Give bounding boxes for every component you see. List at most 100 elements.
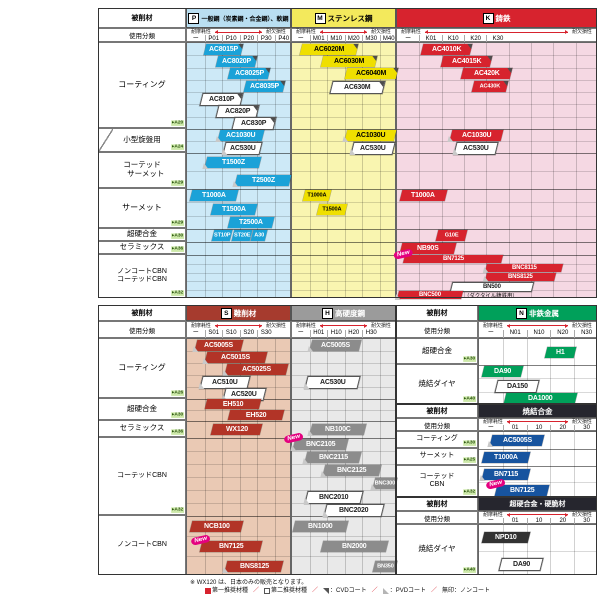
grid-hline [397,153,596,154]
grid-vline [379,43,380,297]
scale-arrow-icon [507,323,568,328]
material-panel: 被削材 使用分類 コーティング ▸A20 小型旋盤用 ▸A24 コーテッド サーメット ▸A2… [98,8,597,300]
grid-vline [550,339,551,403]
pvd-coat-mark-icon [303,498,311,504]
grade-WX120: WX120 [210,424,262,435]
row-category-ceramics: セラミックス ▸A36 [98,241,186,254]
grade-T1000A: T1000A [481,452,531,463]
grid-vline [239,339,240,574]
class-scale: ー 01 10 20 30 [479,517,596,525]
grade-AC6030M: AC6030M [320,55,378,67]
cvd-coat-mark-icon [371,55,378,61]
grade-AC1030U: AC1030U [214,129,264,142]
grid-subline [292,263,395,265]
class-scale: ー 01 10 20 30 [479,424,596,432]
iso-letter-icon: K [482,12,494,24]
cvd-coat-mark-icon [264,68,271,74]
grid-subline [397,171,596,172]
page-ref-badge: ▸A40 [463,396,476,402]
grid-vline [574,339,575,403]
pvd-coat-mark-icon [198,382,206,389]
class-scale: ー H01 H10 H20 H30 [292,329,395,339]
wear-fracture-scale: 耐摩耗性 耐欠損性 [296,29,391,35]
iso-letter-icon: S [220,307,232,319]
grade-AC430K: AC430K [471,80,508,92]
grid-vline [222,339,223,574]
grid-hline [292,129,395,130]
material-panel: 被削材 使用分類 超硬合金 ▸A30 焼結ダイヤ ▸A40 N 非鉄金属 耐摩耗性 耐欠損性ー N0… [396,305,597,404]
row-category-coating: コーティング ▸A30 [396,431,478,448]
grid-vline [574,525,575,574]
category-label: ノンコートCBN [117,540,167,548]
section-content: NPD10 DA90 [478,524,597,575]
section-header-n: N 非鉄金属 [478,305,597,321]
grade-BN7125: BN7125 New [392,248,503,264]
iso-letter-icon: H [322,307,333,319]
pvd-coat-mark-icon [214,135,223,142]
category-label: 小型旋盤用 [123,134,161,144]
pvd-coat-mark-icon [394,293,403,300]
cvd-coat-mark-icon [278,80,285,86]
usage-label: 使用分類 [396,418,478,431]
grade-NB100C: NB100C [307,424,367,436]
pvd-coat-mark-icon [290,445,298,451]
usage-label: 使用分類 [396,321,478,338]
pvd-coat-mark-icon [307,430,316,436]
grade-AC530U: AC530U [303,375,361,389]
grade-BN2000: BN2000 [320,540,388,552]
grade-BNS8125: BNS8125 [483,272,557,283]
grid-subline [187,281,290,282]
grid-vline [257,43,258,297]
grid-vline [441,43,443,297]
row-category-carbide: 超硬合金 ▸A30 [396,338,478,364]
grid-vline [550,432,551,496]
grade-AC1030U: AC1030U [446,129,504,142]
grid-hline [187,421,290,422]
grid-subline [292,536,395,537]
wear-fracture-scale: 耐摩耗性 耐欠損性 [401,29,592,35]
scale-arrow-icon [320,30,367,35]
category-label: 超硬合金 [127,229,157,239]
scale-arrow-icon [320,323,367,328]
row-category-lathe: 小型旋盤用 ▸A24 [98,128,186,152]
grid-vline [204,339,205,574]
grid-vline [344,43,345,297]
new-badge: New [392,248,414,261]
wear-fracture-scale: 耐摩耗性 耐欠損性 [483,419,592,425]
slant-decoration [99,129,113,151]
scale-arrow-icon [425,30,568,35]
grid-subline [292,281,395,282]
grade-DA150: DA150 [494,379,540,393]
grid-hline [479,449,596,450]
scale-arrow-icon [507,419,568,424]
grid-hline [397,129,596,130]
grid-vline [362,43,363,297]
page-ref-badge: ▸A36 [171,429,184,435]
grade-AC6020M: AC6020M [299,43,359,55]
cvd-coat-mark-icon [485,55,493,61]
category-label: コーテッドCBN [117,471,167,479]
grid-hline [292,229,395,230]
grid-subline [187,79,290,81]
grade-AC5005S: AC5005S [192,339,243,352]
grid-subline [292,363,395,364]
row-category-cbn: ノンコートCBN コーテッドCBN ▸A32 [98,254,186,298]
grid-hline [187,229,290,230]
row-category-ncbn: ノンコートCBN [98,515,186,575]
class-scale: ー M01 M10 M20 M30 M40 [292,35,395,43]
section-header-k: K 鋳鉄 [396,8,597,28]
grid-vline [419,43,420,297]
grade-T1500A: T1500A [316,203,348,215]
grid-subline [292,141,395,142]
grade-EH520: EH520 [227,410,285,421]
work-material-label: 被削材 [98,8,186,28]
grade-AC8025P: AC8025P [227,68,271,80]
usage-strip: 耐摩耗性 耐欠損性ー P01 P10 P20 P30 P40 [186,28,291,43]
cvd-coat-mark-icon [235,93,242,99]
grid-subline [187,202,290,203]
category-label: 焼結ダイヤ [418,378,456,388]
grid-subline [292,290,395,291]
grid-subline [292,202,395,203]
wear-fracture-scale: 耐摩耗性 耐欠損性 [483,512,592,518]
grid-vline [574,432,575,496]
